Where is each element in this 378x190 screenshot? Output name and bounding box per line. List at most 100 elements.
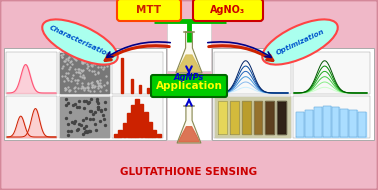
Point [90,112,96,115]
Text: Optimization: Optimization [275,28,325,56]
Point [65,59,71,62]
Point [96,84,102,87]
Point [63,57,69,60]
Point [88,84,94,87]
Point [66,55,72,59]
Point [74,128,80,131]
Point [98,85,104,88]
FancyBboxPatch shape [293,96,370,138]
FancyBboxPatch shape [117,0,181,21]
Polygon shape [152,130,156,137]
Point [60,65,66,68]
Point [92,73,98,76]
Point [80,74,86,77]
Polygon shape [118,130,122,137]
Point [64,71,70,74]
FancyBboxPatch shape [112,52,163,94]
Point [94,80,100,83]
Point [86,69,92,72]
Polygon shape [177,55,201,72]
Point [83,116,89,119]
Polygon shape [332,107,339,137]
Point [65,71,71,74]
FancyBboxPatch shape [212,48,374,140]
Point [81,59,87,62]
Point [76,106,82,109]
Point [72,86,78,89]
Point [72,103,78,106]
Point [72,89,78,93]
Polygon shape [177,106,201,143]
Point [85,58,91,61]
Point [61,60,67,63]
Point [69,62,75,65]
Polygon shape [114,134,118,137]
Point [94,82,101,85]
Polygon shape [323,106,330,137]
Point [83,99,89,102]
Point [64,63,70,66]
FancyBboxPatch shape [214,96,291,138]
Point [80,61,86,64]
Point [76,122,82,125]
Point [81,126,87,129]
Point [82,60,88,63]
Point [104,57,110,60]
Point [63,97,69,101]
Point [87,109,93,112]
Point [77,74,83,78]
Point [79,56,85,59]
Polygon shape [242,101,251,134]
Point [95,108,101,111]
Point [79,59,85,63]
FancyBboxPatch shape [4,48,166,140]
Polygon shape [144,112,148,137]
Point [68,129,74,132]
Point [73,71,79,74]
FancyBboxPatch shape [151,75,227,97]
Point [97,81,103,84]
Point [79,75,85,78]
Polygon shape [121,58,123,93]
Polygon shape [60,97,109,137]
Point [98,65,104,68]
Point [102,56,108,59]
Point [89,85,95,88]
Point [102,107,108,110]
Text: Characterisation: Characterisation [48,25,112,59]
Point [85,101,91,104]
Point [90,118,96,121]
Point [79,86,85,89]
Point [85,87,91,90]
Point [77,68,84,71]
Point [80,58,86,61]
Point [61,80,67,83]
Point [91,69,97,72]
Point [67,61,73,64]
Text: Application: Application [156,81,222,91]
Point [62,86,68,89]
Point [82,130,88,133]
Point [92,111,98,114]
Polygon shape [265,101,274,134]
Point [59,75,65,78]
Point [62,89,68,92]
Point [95,71,101,74]
Point [64,76,70,79]
FancyBboxPatch shape [59,52,110,94]
Point [65,133,71,136]
Point [100,55,106,58]
Point [86,101,92,104]
Point [101,66,107,69]
Point [82,86,88,89]
Point [89,64,95,67]
Point [66,89,72,92]
Point [63,117,69,120]
Point [98,84,104,87]
Point [95,105,101,108]
Text: MTT: MTT [136,5,161,15]
Point [71,121,77,124]
Point [104,81,110,84]
Point [79,69,85,72]
Point [65,123,71,126]
